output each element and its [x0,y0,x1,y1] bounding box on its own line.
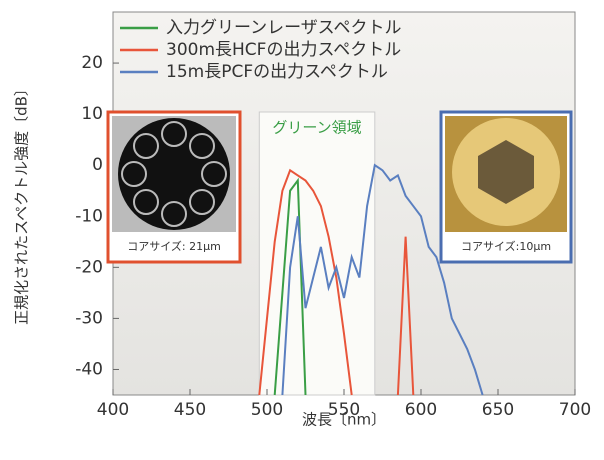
inset-caption: コアサイズ: 21µm [127,239,221,253]
y-tick-label: 10 [81,104,103,124]
legend-label: 15m長PCFの出力スペクトル [166,62,388,82]
y-tick-label: -10 [75,206,103,226]
x-tick-label: 700 [559,400,591,420]
y-tick-label: -40 [75,359,103,379]
fiber-cross-section [118,118,230,230]
y-tick-label: 20 [81,53,103,73]
y-tick-label: -20 [75,257,103,277]
x-tick-label: 600 [405,400,437,420]
legend-label: 入力グリーンレーザスペクトル [166,18,401,38]
x-axis-label: 波長〔nm〕 [302,411,386,429]
inset-caption: コアサイズ:10µm [461,239,551,253]
y-tick-label: 0 [92,155,103,175]
y-tick-label: -30 [75,308,103,328]
legend-label: 300m長HCFの出力スペクトル [166,40,401,60]
highlight-region [259,112,375,395]
x-tick-label: 650 [482,400,514,420]
y-axis-label: 正規化されたスペクトル強度〔dB〕 [13,81,31,325]
x-tick-label: 400 [97,400,129,420]
chart: グリーン領域 -40-30-20-10010204004505005506006… [0,0,604,456]
x-tick-label: 450 [174,400,206,420]
x-tick-label: 500 [251,400,283,420]
region-label: グリーン領域 [272,119,361,137]
